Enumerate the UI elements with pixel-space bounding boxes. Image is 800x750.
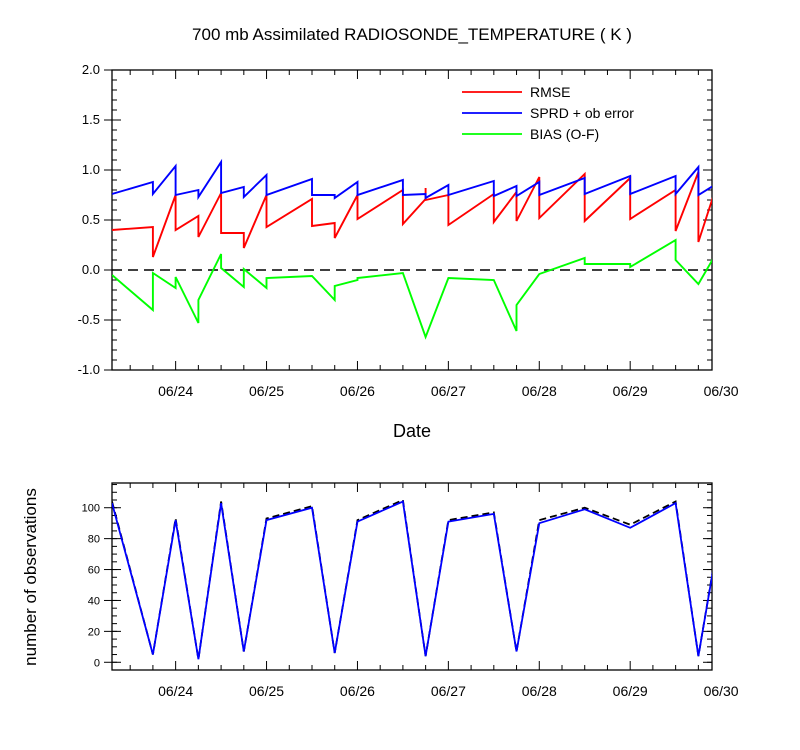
y-tick-label: -0.5 — [78, 312, 100, 327]
top-panel: 2.0 1.5 1.0 0.5 0.0 -0.5 -1.0 06/24 06/25 06/26 06… — [78, 62, 739, 399]
x-tick-label: 06/26 — [340, 383, 375, 399]
y-tick-label: 80 — [88, 534, 100, 546]
x-tick-label: 06/28 — [522, 683, 557, 699]
series-line-rmse — [112, 171, 712, 258]
x-tick-label: 06/30 — [704, 683, 739, 699]
y-tick-label: 20 — [88, 626, 100, 638]
legend-label: RMSE — [530, 84, 570, 100]
bottom-panel: 100 80 60 40 20 0 06/24 06/25 06/26 06/27 06/28 06/… — [82, 482, 739, 699]
x-axis-label: Date — [393, 421, 431, 441]
legend-label: SPRD + ob error — [530, 105, 634, 121]
x-tick-label: 06/25 — [249, 683, 284, 699]
chart-title: 700 mb Assimilated RADIOSONDE_TEMPERATUR… — [192, 25, 632, 44]
series-line-sprd-ob-error — [112, 158, 712, 201]
x-tick-label: 06/24 — [158, 683, 193, 699]
y-tick-label: -1.0 — [78, 362, 100, 377]
y-tick-label: 40 — [88, 595, 100, 607]
x-tick-label: 06/27 — [431, 683, 466, 699]
x-tick-label: 06/25 — [249, 383, 284, 399]
legend-label: BIAS (O-F) — [530, 126, 599, 142]
series-line-possible-observations — [112, 498, 712, 660]
y-tick-label: 1.5 — [82, 112, 100, 127]
x-tick-label: 06/29 — [613, 383, 648, 399]
y-tick-label: 1.0 — [82, 162, 100, 177]
y-tick-label: 0 — [94, 657, 100, 669]
x-tick-label: 06/28 — [522, 383, 557, 399]
y-tick-label: 100 — [82, 503, 100, 515]
y-tick-label: 60 — [88, 565, 100, 577]
x-tick-label: 06/26 — [340, 683, 375, 699]
series-line-bias-o-f — [112, 238, 712, 340]
x-tick-label: 06/30 — [704, 383, 739, 399]
series-line-assimilated-observations — [112, 500, 712, 660]
y-tick-label: 0.5 — [82, 212, 100, 227]
y-tick-label: 0.0 — [82, 262, 100, 277]
x-tick-label: 06/24 — [158, 383, 193, 399]
y-axis-label: number of observations — [21, 488, 40, 666]
x-tick-label: 06/27 — [431, 383, 466, 399]
y-tick-label: 2.0 — [82, 62, 100, 77]
x-tick-label: 06/29 — [613, 683, 648, 699]
plot-frame — [111, 482, 713, 671]
